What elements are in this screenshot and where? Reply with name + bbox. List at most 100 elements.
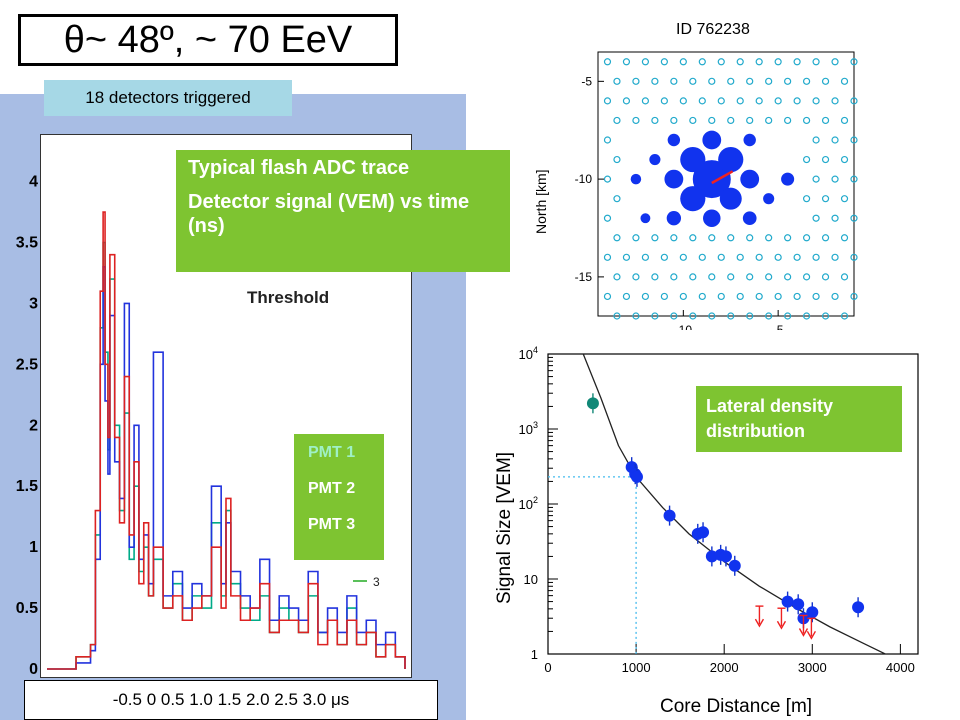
station-91 xyxy=(679,253,687,261)
ldf-point-9 xyxy=(719,550,732,563)
station-7 xyxy=(736,58,744,66)
station-108 xyxy=(746,273,754,281)
station-94 xyxy=(736,253,744,261)
station-133 xyxy=(708,312,716,320)
station-43 xyxy=(651,116,659,125)
ldf-point-6 xyxy=(697,526,710,539)
station-139 xyxy=(821,312,830,320)
triggered-station-5 xyxy=(680,186,706,212)
station-67 xyxy=(802,195,811,203)
station-90 xyxy=(660,253,668,261)
station-46 xyxy=(708,116,716,125)
station-56 xyxy=(831,136,839,144)
station-27 xyxy=(603,97,612,105)
station-104 xyxy=(670,273,678,281)
triggered-station-12 xyxy=(743,133,756,147)
station-15 xyxy=(632,77,640,85)
station-3 xyxy=(660,58,668,66)
station-37 xyxy=(793,97,801,105)
station-123 xyxy=(774,292,782,301)
station-72 xyxy=(831,214,839,222)
station-60 xyxy=(821,155,830,164)
pmt-legend-3: PMT 3 xyxy=(308,516,356,533)
station-45 xyxy=(689,116,697,125)
station-38 xyxy=(812,97,820,105)
triggered-station-11 xyxy=(667,133,681,147)
triggered-station-14 xyxy=(781,172,795,186)
ldf-x-tick-1: 1000 xyxy=(622,660,651,675)
trace-y-tick-3: 1.5 xyxy=(16,478,38,495)
station-49 xyxy=(765,116,773,125)
footprint-y-tick-0: -5 xyxy=(581,74,592,88)
footprint-x-tick-1: -5 xyxy=(773,323,784,330)
station-47 xyxy=(727,116,735,125)
station-64 xyxy=(831,175,839,183)
station-80 xyxy=(727,234,735,242)
station-88 xyxy=(622,253,631,261)
pmt-legend-2: PMT 2 xyxy=(308,480,356,497)
station-6 xyxy=(717,58,725,66)
station-28 xyxy=(622,97,631,105)
station-23 xyxy=(784,77,792,85)
station-55 xyxy=(812,136,820,144)
station-53 xyxy=(840,116,849,125)
station-8 xyxy=(755,58,763,66)
station-81 xyxy=(746,234,754,242)
triggered-station-15 xyxy=(649,153,661,166)
ldf-y-tick-2: 102 xyxy=(519,495,538,512)
ldf-xlabel: Core Distance [m] xyxy=(660,696,812,717)
station-39 xyxy=(831,97,839,105)
station-82 xyxy=(765,234,773,242)
station-12 xyxy=(831,58,839,66)
station-111 xyxy=(802,273,811,281)
station-17 xyxy=(670,77,678,85)
station-127 xyxy=(850,292,858,301)
station-137 xyxy=(784,312,792,320)
station-93 xyxy=(717,253,725,261)
triggered-station-7 xyxy=(702,130,722,150)
ldf-ulimit-arrow-3 xyxy=(806,630,817,640)
triggered-station-0 xyxy=(692,160,731,199)
ldf-y-tick-1: 10 xyxy=(524,572,538,587)
ldf-y-tick-3: 103 xyxy=(519,420,538,437)
station-30 xyxy=(660,97,668,105)
station-25 xyxy=(821,77,830,85)
station-16 xyxy=(651,77,659,85)
station-85 xyxy=(821,234,830,242)
trace-y-tick-4: 2 xyxy=(29,417,38,434)
station-125 xyxy=(812,292,820,301)
station-122 xyxy=(755,292,763,301)
footprint-y-tick-2: -15 xyxy=(575,270,593,284)
station-100 xyxy=(850,253,858,261)
station-126 xyxy=(831,292,839,301)
station-77 xyxy=(670,234,678,242)
trace-y-tick-5: 2.5 xyxy=(16,356,38,373)
station-102 xyxy=(632,273,640,281)
trace-y-tick-0: 0 xyxy=(29,661,38,678)
flash-adc-line2: Detector signal (VEM) vs time (ns) xyxy=(188,191,470,237)
trace-y-tick-6: 3 xyxy=(29,295,38,312)
station-1 xyxy=(622,58,631,66)
station-24 xyxy=(802,77,811,85)
station-70 xyxy=(603,214,612,222)
station-11 xyxy=(812,58,820,66)
station-112 xyxy=(821,273,830,281)
trace-y-tick-2: 1 xyxy=(29,539,38,556)
station-118 xyxy=(679,292,687,301)
station-79 xyxy=(708,234,716,242)
station-20 xyxy=(727,77,735,85)
station-95 xyxy=(755,253,763,261)
station-54 xyxy=(603,136,612,144)
triggered-station-10 xyxy=(742,211,757,226)
station-110 xyxy=(784,273,792,281)
station-31 xyxy=(679,97,687,105)
triggered-station-1 xyxy=(718,146,744,173)
trigger-count-text: 18 detectors triggered xyxy=(44,80,292,116)
ldf-point-4 xyxy=(663,509,676,522)
station-63 xyxy=(812,175,820,183)
ldf-point-3 xyxy=(630,470,643,483)
station-29 xyxy=(641,97,650,105)
station-114 xyxy=(603,292,612,301)
station-42 xyxy=(632,116,640,125)
station-86 xyxy=(840,234,849,242)
